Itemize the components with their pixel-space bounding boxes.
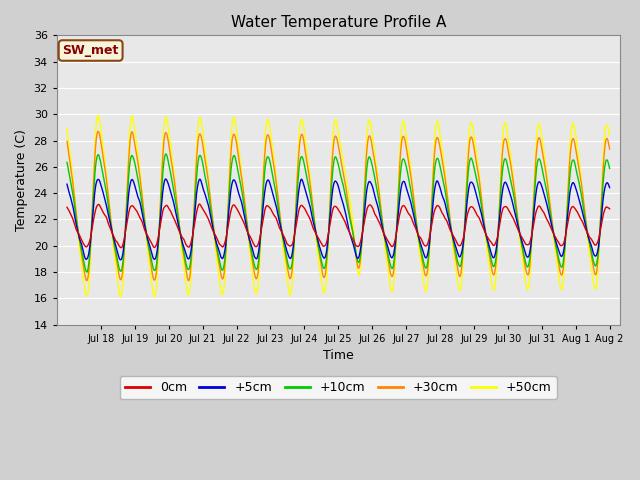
Legend: 0cm, +5cm, +10cm, +30cm, +50cm: 0cm, +5cm, +10cm, +30cm, +50cm (120, 376, 557, 399)
Title: Water Temperature Profile A: Water Temperature Profile A (230, 15, 446, 30)
X-axis label: Time: Time (323, 349, 354, 362)
Y-axis label: Temperature (C): Temperature (C) (15, 129, 28, 231)
Text: SW_met: SW_met (63, 44, 119, 57)
